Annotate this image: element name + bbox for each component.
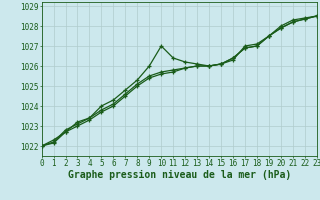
X-axis label: Graphe pression niveau de la mer (hPa): Graphe pression niveau de la mer (hPa) [68, 170, 291, 180]
